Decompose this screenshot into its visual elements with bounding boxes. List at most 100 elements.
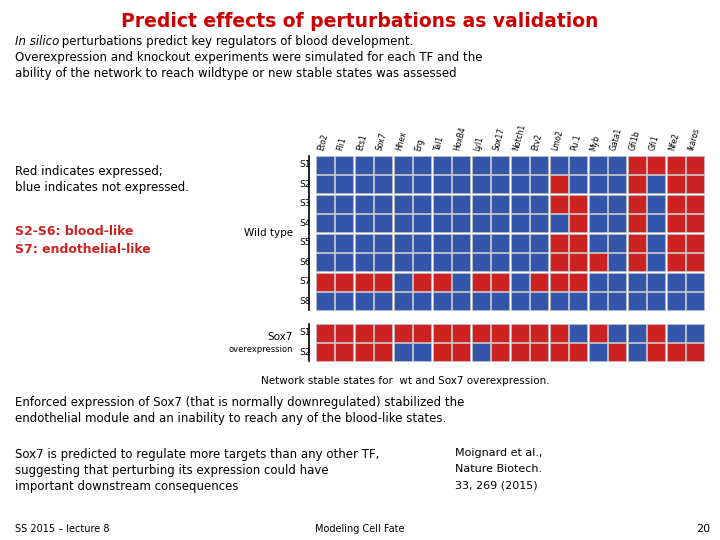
Bar — [608, 214, 626, 232]
Bar — [550, 324, 567, 342]
Bar — [413, 273, 431, 291]
Bar — [589, 214, 607, 232]
Bar — [452, 234, 470, 252]
Bar — [316, 195, 333, 213]
Bar — [589, 292, 607, 310]
Bar — [647, 176, 665, 193]
Bar — [336, 343, 354, 361]
Bar — [472, 273, 490, 291]
Bar — [667, 253, 685, 271]
Text: S6: S6 — [300, 258, 311, 267]
Bar — [316, 292, 333, 310]
Bar — [570, 214, 588, 232]
Text: S3: S3 — [300, 199, 311, 208]
Text: important downstream consequences: important downstream consequences — [15, 480, 238, 493]
Bar — [550, 195, 567, 213]
Text: Nature Biotech.: Nature Biotech. — [455, 464, 542, 474]
Text: Enforced expression of Sox7 (that is normally downregulated) stabilized the: Enforced expression of Sox7 (that is nor… — [15, 396, 464, 409]
Bar — [452, 273, 470, 291]
Bar — [374, 156, 392, 174]
Bar — [589, 195, 607, 213]
Text: Ets1: Ets1 — [355, 133, 368, 152]
Bar — [628, 156, 646, 174]
Bar — [608, 292, 626, 310]
Bar — [374, 195, 392, 213]
Bar — [355, 234, 373, 252]
Bar — [336, 324, 354, 342]
Bar — [394, 214, 412, 232]
Bar — [628, 324, 646, 342]
Bar — [510, 273, 528, 291]
Bar — [316, 234, 333, 252]
Text: Wild type: Wild type — [244, 228, 293, 238]
Bar — [570, 343, 588, 361]
Bar — [336, 156, 354, 174]
Bar — [491, 343, 509, 361]
Bar — [608, 176, 626, 193]
Bar — [472, 324, 490, 342]
Bar — [336, 273, 354, 291]
Bar — [316, 324, 333, 342]
Text: Predict effects of perturbations as validation: Predict effects of perturbations as vali… — [121, 12, 599, 31]
Bar — [667, 343, 685, 361]
Bar — [510, 176, 528, 193]
Bar — [589, 176, 607, 193]
Text: S2-S6: blood-like: S2-S6: blood-like — [15, 225, 133, 238]
Text: Sox7: Sox7 — [374, 132, 388, 152]
Bar — [452, 156, 470, 174]
Bar — [589, 234, 607, 252]
Bar — [608, 253, 626, 271]
Bar — [667, 156, 685, 174]
Bar — [394, 195, 412, 213]
Bar — [472, 176, 490, 193]
Bar — [647, 156, 665, 174]
Bar — [374, 273, 392, 291]
Bar — [589, 156, 607, 174]
Bar — [374, 292, 392, 310]
Bar — [452, 214, 470, 232]
Bar — [374, 253, 392, 271]
Text: S1: S1 — [300, 328, 311, 338]
Bar — [394, 292, 412, 310]
Bar — [589, 324, 607, 342]
Bar — [510, 156, 528, 174]
Bar — [355, 253, 373, 271]
Text: S1: S1 — [300, 160, 311, 169]
Bar — [667, 324, 685, 342]
Bar — [531, 324, 548, 342]
Bar — [374, 214, 392, 232]
Text: Lmo2: Lmo2 — [550, 130, 564, 152]
Bar — [413, 292, 431, 310]
Bar — [413, 156, 431, 174]
Bar — [667, 176, 685, 193]
Bar — [394, 324, 412, 342]
Text: S7: S7 — [300, 277, 311, 286]
Bar — [316, 214, 333, 232]
Text: Fli1: Fli1 — [336, 137, 348, 152]
Bar — [550, 176, 567, 193]
Bar — [647, 324, 665, 342]
Bar — [647, 195, 665, 213]
Text: Notch1: Notch1 — [511, 123, 527, 152]
Bar — [686, 214, 704, 232]
Bar — [570, 234, 588, 252]
Bar — [394, 234, 412, 252]
Bar — [531, 292, 548, 310]
Bar — [336, 176, 354, 193]
Bar — [647, 343, 665, 361]
Bar — [570, 253, 588, 271]
Bar — [433, 253, 451, 271]
Bar — [510, 214, 528, 232]
Bar — [413, 234, 431, 252]
Bar — [316, 176, 333, 193]
Bar — [413, 343, 431, 361]
Bar — [374, 234, 392, 252]
Text: Hhex: Hhex — [394, 131, 408, 152]
Bar — [510, 324, 528, 342]
Text: ability of the network to reach wildtype or new stable states was assessed: ability of the network to reach wildtype… — [15, 67, 456, 80]
Bar — [355, 176, 373, 193]
Bar — [608, 343, 626, 361]
Bar — [472, 234, 490, 252]
Bar — [433, 234, 451, 252]
Text: In silico: In silico — [15, 35, 59, 48]
